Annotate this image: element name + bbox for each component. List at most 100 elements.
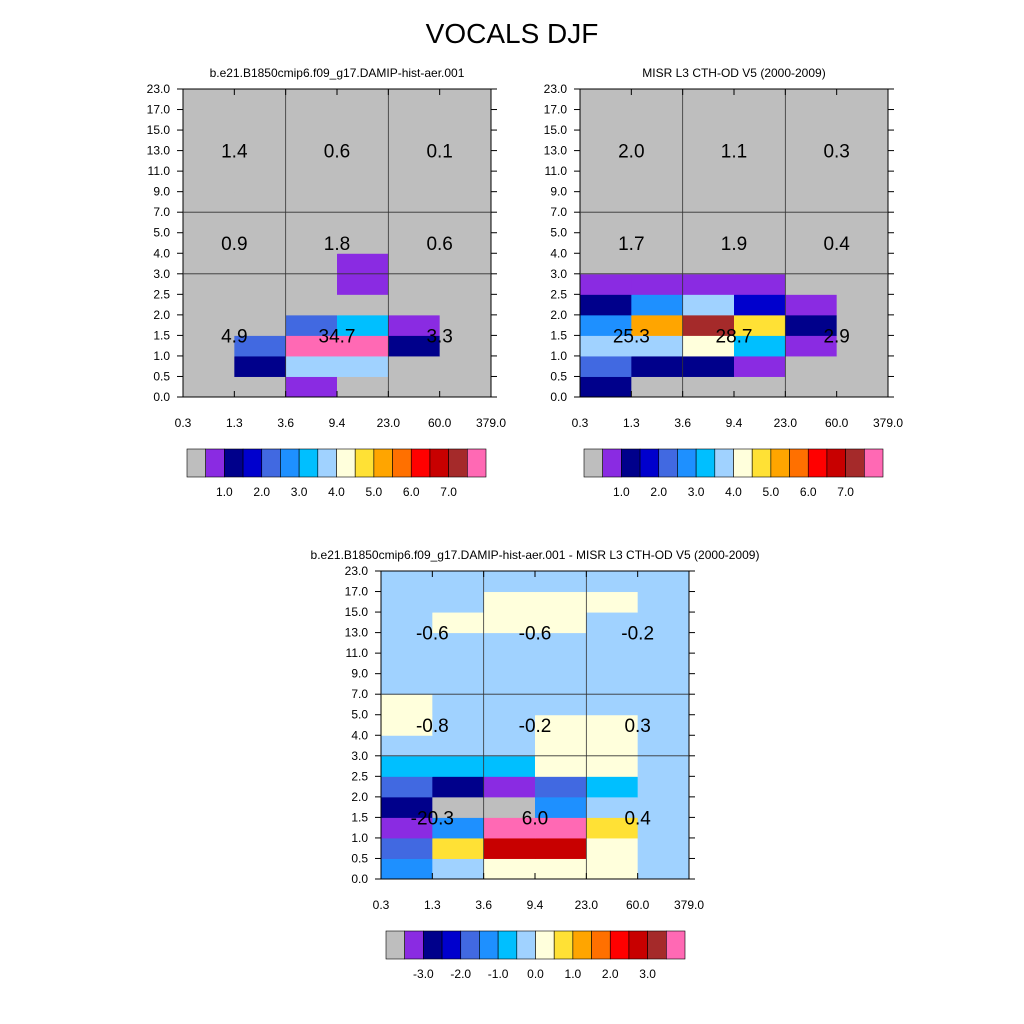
heatmap-cell (337, 314, 389, 336)
heatmap-cell (483, 653, 536, 675)
colorbar-box (392, 448, 412, 478)
colorbar-label: -1.0 (488, 967, 509, 981)
heatmap-cell (432, 837, 485, 859)
heatmap-cell (432, 632, 485, 654)
heatmap-cell (183, 355, 235, 377)
heatmap-cell (785, 89, 838, 111)
heatmap-cell (337, 109, 389, 131)
heatmap-cell (586, 735, 639, 757)
heatmap-cell (388, 232, 441, 254)
colorbar-label: 7.0 (440, 485, 457, 499)
y-tick-label: 13.0 (147, 144, 171, 158)
y-tick-label: 2.0 (351, 790, 368, 804)
heatmap-cell (535, 796, 587, 818)
region-value-label: 1.1 (721, 142, 747, 163)
heatmap-cell (381, 776, 433, 798)
heatmap-cell (483, 591, 536, 613)
heatmap-cell (785, 335, 838, 357)
heatmap-cell (535, 837, 587, 859)
heatmap-cell (580, 335, 632, 357)
y-tick-label: 1.0 (351, 831, 368, 845)
colorbar-box (751, 448, 772, 478)
heatmap-cell (388, 253, 441, 275)
colorbar-label: 3.0 (639, 967, 656, 981)
heatmap-cell (432, 796, 485, 818)
y-tick-label: 4.0 (351, 728, 368, 742)
colorbar-label: 2.0 (253, 485, 270, 499)
heatmap-cell (285, 314, 338, 336)
heatmap-cell (682, 232, 735, 254)
x-tick-label: 60.0 (825, 416, 849, 430)
y-tick-label: 0.5 (153, 369, 170, 383)
heatmap-cell (234, 273, 287, 295)
heatmap-cell (183, 273, 235, 295)
x-tick-label: 9.4 (726, 416, 743, 430)
y-tick-label: 3.0 (550, 267, 567, 281)
panel-obs: MISR L3 CTH-OD V5 (2000-2009) 0.3 1.3 3.6 9.… (544, 66, 904, 499)
heatmap-cell (483, 776, 536, 798)
heatmap-cell (535, 571, 587, 593)
x-tick-label: 0.3 (572, 416, 589, 430)
heatmap-cell (535, 817, 587, 839)
heatmap-cell (432, 817, 485, 839)
heatmap-cell (785, 253, 838, 275)
heatmap-cell (682, 150, 735, 172)
colorbar-box (448, 448, 468, 478)
y-tick-label: 13.0 (345, 626, 369, 640)
colorbar-label: 5.0 (763, 485, 780, 499)
y-tick-label: 15.0 (345, 605, 369, 619)
y-tick-label: 4.0 (550, 246, 567, 260)
colorbar-label: 3.0 (688, 485, 705, 499)
heatmap-cell (234, 191, 287, 213)
heatmap-cell (483, 632, 536, 654)
y-tick-label: 5.0 (153, 226, 170, 240)
heatmap-cell (432, 612, 485, 634)
colorbar-box (826, 448, 846, 478)
heatmap-cell (836, 355, 889, 377)
heatmap-cell (432, 694, 485, 716)
colorbar-box (460, 930, 480, 960)
heatmap-cell (734, 335, 786, 357)
colorbar-box (479, 930, 499, 960)
heatmap-cell (234, 130, 287, 152)
heatmap-cell (535, 735, 587, 757)
heatmap-cell (285, 191, 338, 213)
heatmap-cell (285, 171, 338, 193)
heatmap-cell (785, 376, 838, 398)
heatmap-cell (734, 294, 786, 316)
colorbar-box (714, 448, 734, 478)
heatmap-cell (836, 335, 889, 357)
heatmap-cell (432, 735, 485, 757)
heatmap-cell (439, 191, 492, 213)
heatmap-cell (183, 150, 235, 172)
heatmap-cell (535, 714, 587, 736)
heatmap-cell (631, 273, 684, 295)
heatmap-cell (439, 294, 492, 316)
colorbar-label: 0.0 (527, 967, 544, 981)
heatmap-cell (388, 294, 441, 316)
heatmap-cell (234, 171, 287, 193)
x-tick-label: 3.6 (674, 416, 691, 430)
heatmap-cell (234, 109, 287, 131)
heatmap-cell (580, 191, 632, 213)
heatmap-cell (432, 571, 485, 593)
region-value-label: 0.6 (426, 234, 452, 255)
y-tick-label: 7.0 (351, 687, 368, 701)
heatmap-cell (734, 355, 786, 377)
heatmap-cell (586, 591, 639, 613)
colorbar-label: 5.0 (366, 485, 383, 499)
x-tick-label: 23.0 (774, 416, 798, 430)
heatmap-cell (381, 591, 433, 613)
heatmap-cell (183, 253, 235, 275)
y-tick-label: 13.0 (544, 144, 568, 158)
heatmap-cell (785, 314, 838, 336)
colorbar-box (647, 930, 667, 960)
heatmap-cell (836, 294, 889, 316)
heatmap-cell (381, 632, 433, 654)
y-tick-label: 1.0 (153, 349, 170, 363)
y-tick-label: 5.0 (351, 708, 368, 722)
panel-title: b.e21.B1850cmip6.f09_g17.DAMIP-hist-aer.… (311, 548, 760, 562)
colorbar-label: 3.0 (291, 485, 308, 499)
heatmap-cell (432, 858, 485, 880)
heatmap-cell (836, 130, 889, 152)
